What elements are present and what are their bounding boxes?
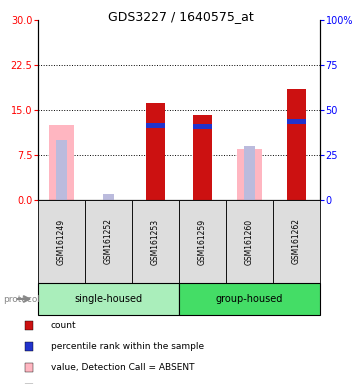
- Bar: [146, 123, 165, 128]
- Bar: [146, 103, 165, 200]
- Text: count: count: [51, 321, 76, 330]
- Text: GSM161260: GSM161260: [245, 218, 254, 265]
- Bar: [287, 119, 306, 124]
- Text: single-housed: single-housed: [74, 294, 143, 304]
- Text: GSM161253: GSM161253: [151, 218, 160, 265]
- Bar: [103, 194, 114, 200]
- Bar: [236, 149, 262, 200]
- Text: percentile rank within the sample: percentile rank within the sample: [51, 342, 204, 351]
- Bar: [49, 125, 74, 200]
- Text: group-housed: group-housed: [216, 294, 283, 304]
- Text: GSM161252: GSM161252: [104, 218, 113, 265]
- Text: GSM161262: GSM161262: [292, 218, 301, 265]
- Bar: [193, 115, 212, 200]
- Bar: [244, 146, 255, 200]
- Text: GSM161259: GSM161259: [198, 218, 207, 265]
- Bar: [193, 124, 212, 129]
- Text: value, Detection Call = ABSENT: value, Detection Call = ABSENT: [51, 363, 194, 372]
- Bar: [56, 140, 67, 200]
- Text: GSM161249: GSM161249: [57, 218, 66, 265]
- Text: protocol: protocol: [4, 295, 40, 303]
- Bar: [287, 89, 306, 200]
- Text: GDS3227 / 1640575_at: GDS3227 / 1640575_at: [108, 10, 253, 23]
